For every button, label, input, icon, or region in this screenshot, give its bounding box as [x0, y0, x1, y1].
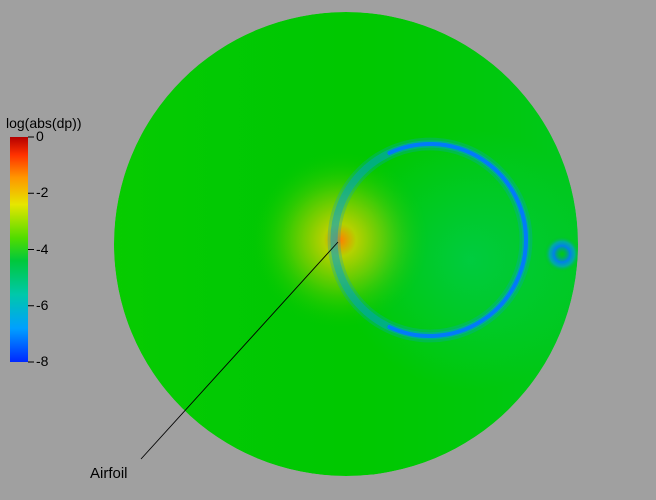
colorbar [10, 137, 28, 362]
colorbar-tick-label: -8 [36, 353, 62, 369]
colorbar-tick-label: -2 [36, 184, 62, 200]
colorbar-tick-label: 0 [36, 128, 62, 144]
colorbar-tick-label: -6 [36, 297, 62, 313]
wake-spot [544, 236, 580, 272]
figure-svg [0, 0, 656, 500]
airfoil-label: Airfoil [90, 465, 128, 482]
figure-canvas: log(abs(dp)) 0-2-4-6-8 Airfoil [0, 0, 656, 500]
colorbar-tick-label: -4 [36, 241, 62, 257]
